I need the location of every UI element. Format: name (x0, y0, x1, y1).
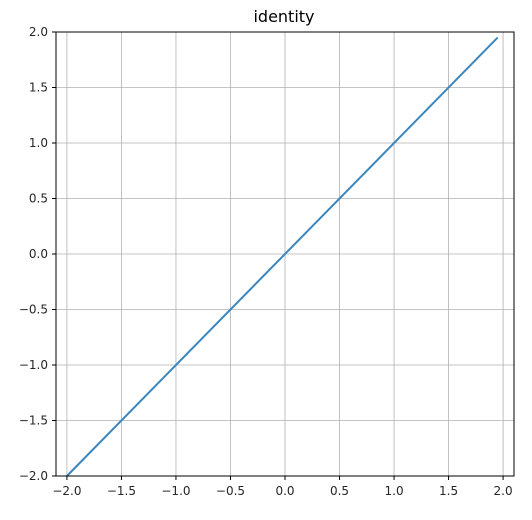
x-tick-label: 1.5 (439, 484, 458, 498)
y-tick-label: −2.0 (19, 469, 48, 483)
x-tick-label: 0.5 (330, 484, 349, 498)
y-tick-label: 0.5 (29, 192, 48, 206)
x-tick-label: −0.5 (216, 484, 245, 498)
x-tick-label: 2.0 (494, 484, 513, 498)
y-tick-label: −1.0 (19, 358, 48, 372)
series-layer (66, 36, 499, 477)
series-line-identity (66, 36, 499, 477)
y-tick-label: 0.0 (29, 247, 48, 261)
y-tick-label: −1.5 (19, 414, 48, 428)
x-tick-label: −2.0 (52, 484, 81, 498)
y-tick-label: −0.5 (19, 303, 48, 317)
x-tick-label: −1.5 (107, 484, 136, 498)
y-tick-label: 1.0 (29, 136, 48, 150)
chart-title: identity (253, 7, 314, 26)
x-tick-label: 1.0 (385, 484, 404, 498)
x-tick-label: −1.0 (161, 484, 190, 498)
ticks: −2.0 −1.5 −1.0 −0.5 0.0 0.5 1.0 1.5 2.0 −2.0 −1.5 −… (19, 25, 513, 498)
y-tick-label: 1.5 (29, 81, 48, 95)
y-tick-label: 2.0 (29, 25, 48, 39)
x-tick-label: 0.0 (275, 484, 294, 498)
